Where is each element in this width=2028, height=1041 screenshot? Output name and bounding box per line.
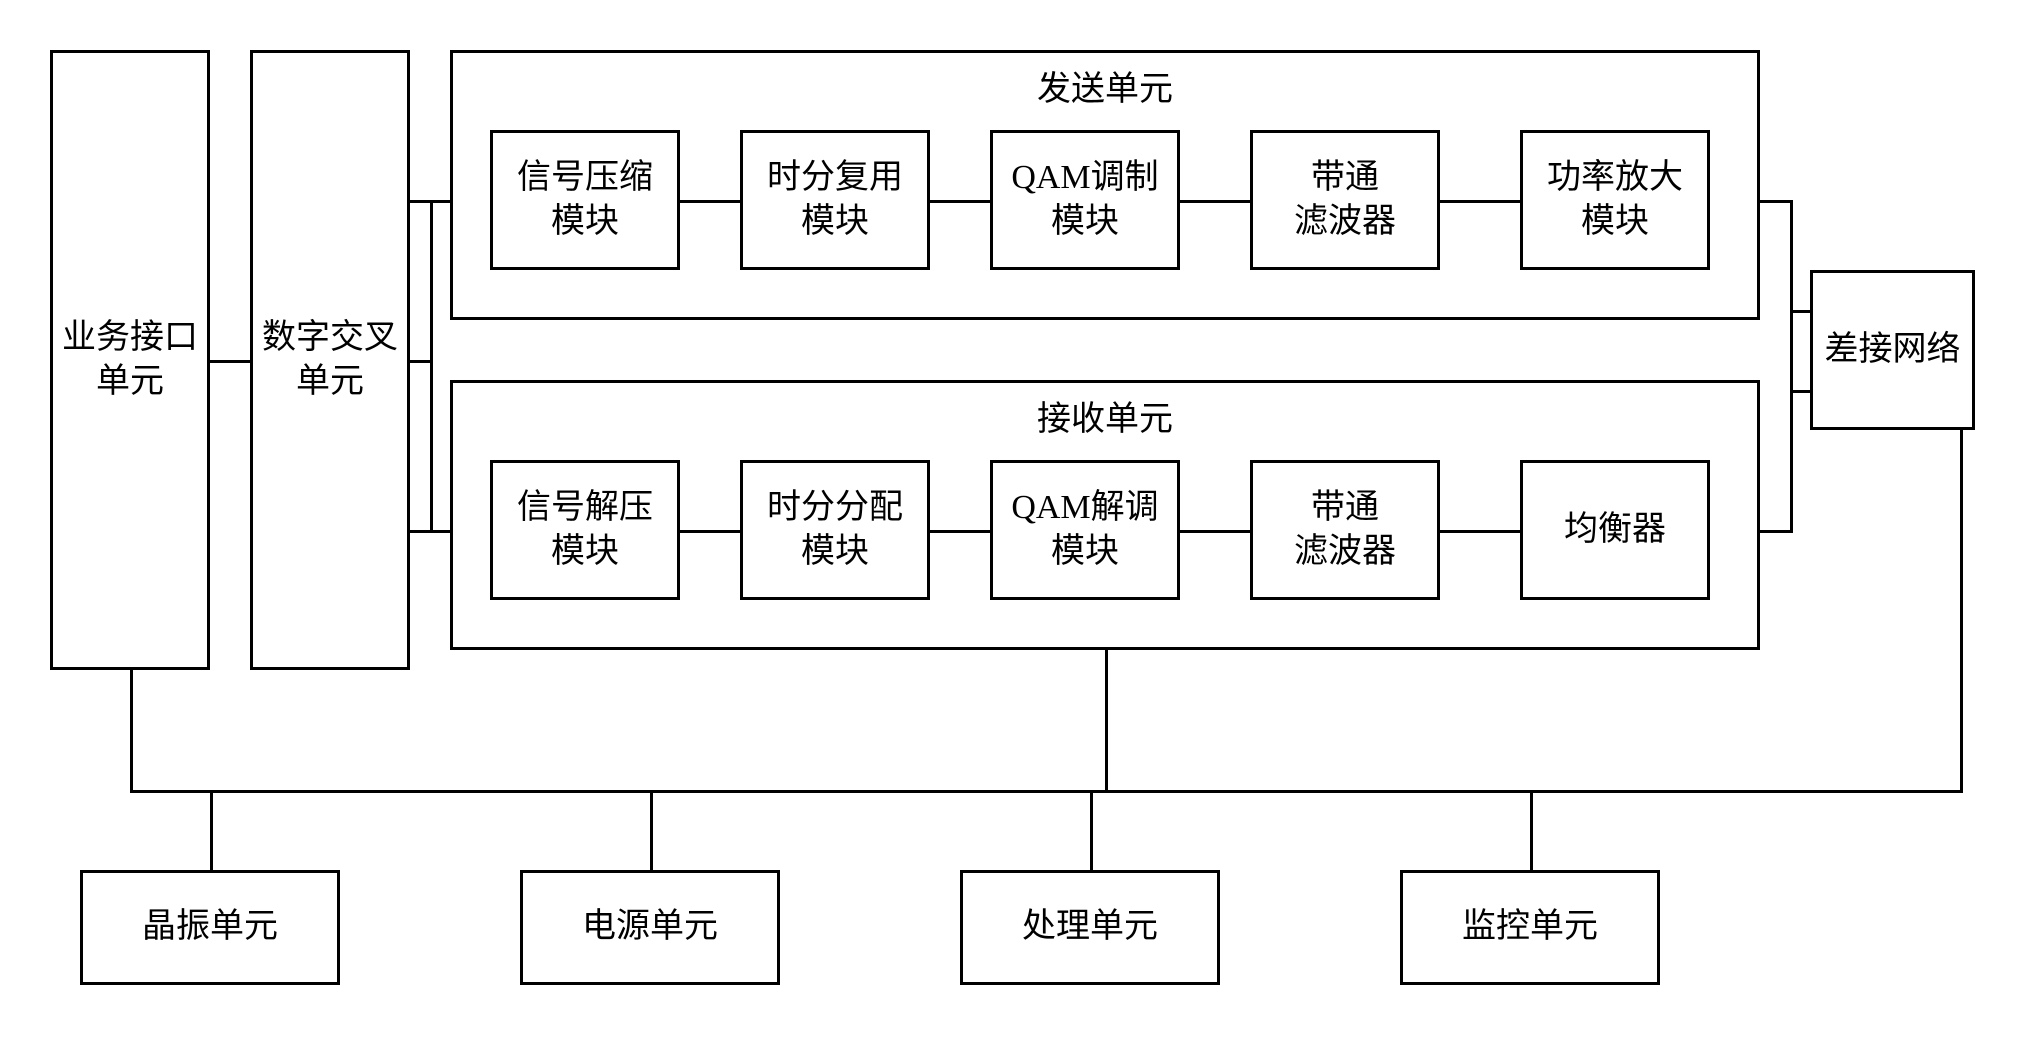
connector-line xyxy=(1960,430,1963,793)
connector-line xyxy=(130,790,1960,793)
connector-line xyxy=(130,670,133,790)
service-interface-label: 业务接口单元 xyxy=(62,316,198,404)
crystal-label: 晶振单元 xyxy=(142,905,278,949)
equalizer-label: 均衡器 xyxy=(1564,508,1666,552)
connector-line xyxy=(430,200,433,533)
qam-mod-module: QAM调制模块 xyxy=(990,130,1180,270)
block-diagram: 业务接口单元 数字交叉单元 发送单元 信号压缩模块 时分复用模块 QAM调制模块… xyxy=(20,20,2028,1021)
connector-line xyxy=(1180,200,1250,203)
monitor-unit: 监控单元 xyxy=(1400,870,1660,985)
connector-line xyxy=(1760,530,1790,533)
power-label: 电源单元 xyxy=(582,905,718,949)
bandpass-tx-module: 带通滤波器 xyxy=(1250,130,1440,270)
connector-line xyxy=(1790,200,1793,533)
bandpass-rx-module: 带通滤波器 xyxy=(1250,460,1440,600)
connector-line xyxy=(210,790,213,872)
connector-line xyxy=(210,360,250,363)
connector-line xyxy=(1180,530,1250,533)
qam-demod-label: QAM解调模块 xyxy=(1011,486,1158,574)
connector-line xyxy=(1090,790,1093,872)
bandpass-tx-label: 带通滤波器 xyxy=(1294,156,1396,244)
connector-line xyxy=(680,530,740,533)
signal-decompress-module: 信号解压模块 xyxy=(490,460,680,600)
power-amp-module: 功率放大模块 xyxy=(1520,130,1710,270)
connector-line xyxy=(930,530,990,533)
signal-decompress-label: 信号解压模块 xyxy=(517,486,653,574)
connector-line xyxy=(930,200,990,203)
connector-line xyxy=(1790,310,1812,313)
digital-cross-unit: 数字交叉单元 xyxy=(250,50,410,670)
diff-network: 差接网络 xyxy=(1810,270,1975,430)
connector-line xyxy=(1105,650,1108,790)
connector-line xyxy=(1790,390,1812,393)
connector-line xyxy=(1440,200,1520,203)
qam-demod-module: QAM解调模块 xyxy=(990,460,1180,600)
bandpass-rx-label: 带通滤波器 xyxy=(1294,486,1396,574)
qam-mod-label: QAM调制模块 xyxy=(1011,156,1158,244)
connector-line xyxy=(650,790,653,872)
equalizer-module: 均衡器 xyxy=(1520,460,1710,600)
recv-unit-title: 接收单元 xyxy=(453,391,1757,440)
process-unit: 处理单元 xyxy=(960,870,1220,985)
connector-line xyxy=(1760,200,1790,203)
connector-line xyxy=(1440,530,1520,533)
power-amp-label: 功率放大模块 xyxy=(1547,156,1683,244)
connector-line xyxy=(410,360,430,363)
tdm-module: 时分复用模块 xyxy=(740,130,930,270)
process-label: 处理单元 xyxy=(1022,905,1158,949)
connector-line xyxy=(680,200,740,203)
diff-network-label: 差接网络 xyxy=(1825,328,1961,372)
service-interface-unit: 业务接口单元 xyxy=(50,50,210,670)
connector-line xyxy=(1530,790,1533,872)
digital-cross-label: 数字交叉单元 xyxy=(262,316,398,404)
tdm-label: 时分复用模块 xyxy=(767,156,903,244)
crystal-unit: 晶振单元 xyxy=(80,870,340,985)
monitor-label: 监控单元 xyxy=(1462,905,1598,949)
send-unit-title: 发送单元 xyxy=(453,61,1757,110)
tdd-label: 时分分配模块 xyxy=(767,486,903,574)
signal-compress-label: 信号压缩模块 xyxy=(517,156,653,244)
power-unit: 电源单元 xyxy=(520,870,780,985)
signal-compress-module: 信号压缩模块 xyxy=(490,130,680,270)
tdd-module: 时分分配模块 xyxy=(740,460,930,600)
